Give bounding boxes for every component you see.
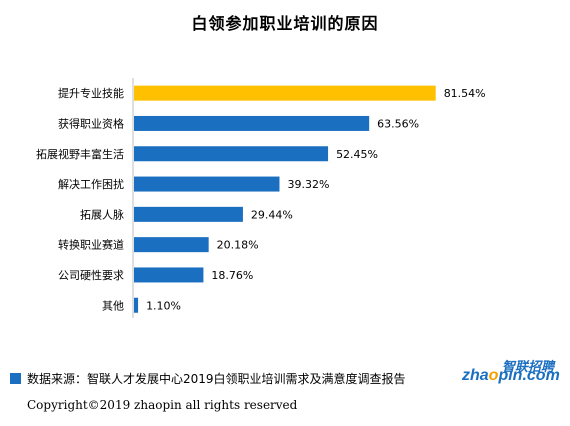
bar-2 xyxy=(134,146,329,162)
logo-en-pre: zha xyxy=(462,367,489,384)
value-label-1: 63.56% xyxy=(377,117,419,130)
bar-1 xyxy=(134,115,370,131)
value-label-4: 29.44% xyxy=(251,208,293,221)
value-label-7: 1.10% xyxy=(146,299,181,312)
bar-4 xyxy=(134,206,243,222)
bar-3 xyxy=(134,176,280,192)
value-label-3: 39.32% xyxy=(287,178,329,191)
category-label-7: 其他 xyxy=(102,299,124,312)
source-marker xyxy=(10,373,21,384)
copyright-text: Copyright©2019 zhaopin all rights reserv… xyxy=(27,398,298,412)
value-label-2: 52.45% xyxy=(336,148,378,161)
bar-chart: 提升专业技能 81.54% 获得职业资格 63.56% 拓展视野丰富生活 52.45% 解决… xyxy=(36,78,486,318)
value-label-5: 20.18% xyxy=(217,239,259,252)
data-source-text: 数据来源：智联人才发展中心2019白领职业培训需求及满意度调查报告 xyxy=(27,372,406,386)
logo-cn-text: 智联招聘 xyxy=(501,360,554,375)
bar-6 xyxy=(134,267,204,283)
bar-5 xyxy=(134,237,209,253)
category-label-4: 拓展人脉 xyxy=(80,207,124,221)
logo-en-post: pin.com xyxy=(498,367,560,384)
category-label-3: 解决工作困扰 xyxy=(58,177,124,191)
data-source: 数据来源：智联人才发展中心2019白领职业培训需求及满意度调查报告 xyxy=(10,370,406,387)
value-label-0: 81.54% xyxy=(444,87,486,100)
bar-0 xyxy=(134,85,436,101)
chart-title: 白领参加职业培训的原因 xyxy=(191,14,379,33)
value-label-6: 18.76% xyxy=(211,269,253,282)
category-label-6: 公司硬性要求 xyxy=(58,268,124,282)
logo-en-text: zhaopin.com xyxy=(462,367,560,385)
category-label-2: 拓展视野丰富生活 xyxy=(36,147,124,161)
category-label-0: 提升专业技能 xyxy=(58,86,124,100)
zhaopin-logo: 智联招聘 zhaopin.com xyxy=(462,356,560,386)
category-label-1: 获得职业资格 xyxy=(58,116,124,130)
logo-en-highlight: o xyxy=(488,367,499,384)
bar-7 xyxy=(134,297,139,313)
category-label-5: 转换职业赛道 xyxy=(58,238,124,252)
